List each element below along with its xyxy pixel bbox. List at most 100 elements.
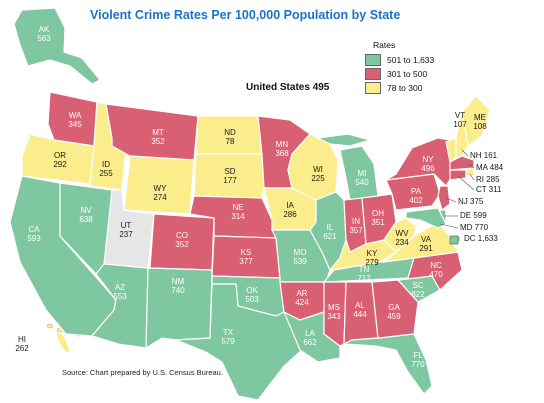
- state-abbr-ks: KS: [241, 248, 252, 257]
- dc-swatch: [449, 235, 459, 245]
- state-abbr-tx: TX: [223, 328, 234, 337]
- state-label-nh: NH 161: [470, 151, 498, 160]
- state-abbr-oh: OH: [372, 209, 384, 218]
- state-value-al: 444: [353, 310, 367, 319]
- legend-label-high: 501 to 1,633: [387, 54, 435, 65]
- state-label-dc: DC 1,633: [464, 234, 498, 243]
- legend-label-mid: 301 to 500: [387, 68, 428, 79]
- state-value-ms: 343: [327, 312, 341, 321]
- state-hi-island: [46, 323, 54, 329]
- state-abbr-vt: VT: [455, 111, 465, 120]
- state-value-pa: 402: [409, 196, 423, 205]
- state-fl: [341, 333, 433, 395]
- state-value-vt: 107: [453, 120, 467, 129]
- state-ri: [465, 167, 475, 177]
- state-abbr-ar: AR: [296, 289, 307, 298]
- state-abbr-wy: WY: [154, 184, 168, 193]
- state-abbr-in: IN: [352, 217, 360, 226]
- state-abbr-ms: MS: [328, 303, 340, 312]
- state-value-wy: 274: [153, 193, 167, 202]
- state-label-md: MD 770: [460, 223, 489, 232]
- state-abbr-sd: SD: [224, 167, 235, 176]
- state-mi-upper: [315, 133, 373, 147]
- state-abbr-ny: NY: [422, 155, 434, 164]
- state-ak: [13, 7, 101, 85]
- state-value-il: 621: [323, 232, 337, 241]
- us-total-value: 495: [312, 82, 330, 93]
- state-label-ri: RI 285: [476, 175, 500, 184]
- state-abbr-nc: NC: [430, 261, 442, 270]
- state-value-va: 291: [419, 244, 433, 253]
- state-value-nm: 740: [171, 286, 185, 295]
- state-nh: [455, 111, 469, 159]
- state-value-nc: 470: [429, 270, 443, 279]
- us-total-name: United States: [246, 82, 310, 93]
- state-abbr-mi: MI: [358, 169, 367, 178]
- state-value-tn: 717: [357, 274, 371, 283]
- legend-label-low: 78 to 300: [387, 82, 423, 93]
- state-value-ne: 314: [231, 212, 245, 221]
- callout-line-md: [439, 223, 459, 229]
- callout-line-nh: [461, 149, 469, 157]
- state-abbr-mt: MT: [152, 128, 164, 137]
- state-wv: [383, 217, 417, 253]
- state-value-or: 292: [53, 160, 67, 169]
- state-value-ca: 593: [27, 234, 41, 243]
- state-abbr-mo: MO: [294, 248, 307, 257]
- state-abbr-la: LA: [305, 329, 315, 338]
- state-abbr-mn: MN: [276, 140, 289, 149]
- state-abbr-id: ID: [102, 160, 110, 169]
- state-value-ia: 286: [283, 210, 297, 219]
- state-value-nd: 78: [226, 137, 235, 146]
- state-value-ky: 279: [365, 258, 379, 267]
- state-abbr-wa: WA: [69, 111, 82, 120]
- state-abbr-ca: CA: [28, 225, 40, 234]
- state-value-wi: 225: [311, 174, 325, 183]
- state-abbr-tn: TN: [359, 265, 370, 274]
- state-value-ar: 424: [295, 298, 309, 307]
- state-label-de: DE 599: [460, 211, 487, 220]
- state-abbr-al: AL: [355, 301, 365, 310]
- state-value-mi: 540: [355, 178, 369, 187]
- callout-line-ct: [457, 175, 475, 191]
- state-value-ak: 563: [37, 34, 51, 43]
- legend-item-mid: 301 to 500: [365, 67, 434, 80]
- state-label-nj: NJ 375: [458, 197, 484, 206]
- state-value-in: 357: [349, 226, 363, 235]
- state-abbr-hi: HI: [18, 335, 26, 344]
- state-abbr-wi: WI: [313, 165, 323, 174]
- state-ma: [449, 155, 475, 171]
- state-value-id: 255: [99, 169, 113, 178]
- state-value-oh: 351: [371, 218, 385, 227]
- state-value-sc: 822: [411, 290, 425, 299]
- state-abbr-ne: NE: [232, 203, 243, 212]
- state-abbr-nd: ND: [224, 128, 236, 137]
- state-value-la: 662: [303, 338, 317, 347]
- state-label-ma: MA 484: [476, 163, 504, 172]
- state-value-az: 553: [113, 292, 127, 301]
- state-abbr-ak: AK: [39, 25, 50, 34]
- state-value-wv: 234: [395, 238, 409, 247]
- state-abbr-ut: UT: [121, 221, 132, 230]
- state-wi: [287, 133, 339, 201]
- source-note: Source: Chart prepared by U.S. Census Bu…: [62, 368, 223, 377]
- state-value-tx: 579: [221, 337, 235, 346]
- state-value-fl: 770: [411, 360, 425, 369]
- us-total-label: United States 495: [246, 82, 329, 93]
- callout-line-ri: [469, 173, 475, 181]
- state-abbr-ok: OK: [246, 286, 258, 295]
- callout-line-nj: [445, 197, 457, 203]
- state-value-mo: 539: [293, 257, 307, 266]
- state-abbr-sc: SC: [412, 281, 423, 290]
- state-abbr-az: AZ: [115, 283, 125, 292]
- state-abbr-or: OR: [54, 151, 66, 160]
- state-value-me: 108: [473, 122, 487, 131]
- state-tx: [175, 283, 303, 401]
- state-abbr-ky: KY: [367, 249, 378, 258]
- state-value-ga: 459: [387, 312, 401, 321]
- state-abbr-wv: WV: [396, 229, 410, 238]
- state-abbr-pa: PA: [411, 187, 422, 196]
- map-title: Violent Crime Rates Per 100,000 Populati…: [90, 8, 401, 22]
